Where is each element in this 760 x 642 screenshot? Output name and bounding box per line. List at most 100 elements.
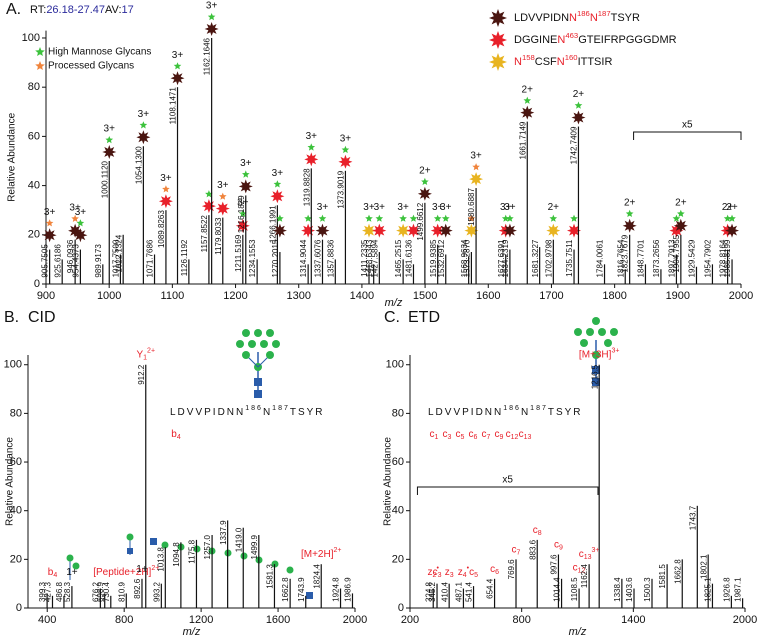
ion-label-part: 5	[474, 572, 478, 579]
legend-marker	[489, 31, 507, 49]
peak-label: 1681.3227	[531, 239, 540, 277]
peak	[727, 249, 729, 284]
x-tick-label: 800	[115, 614, 133, 626]
ion-label-part: Y	[136, 349, 143, 360]
glycan-marker	[71, 214, 79, 222]
charge-label: 2+	[548, 202, 560, 213]
sequence-ion-part: 12	[511, 434, 519, 441]
peak	[436, 583, 438, 608]
peak-label: 1519.9385	[429, 239, 438, 277]
sequence-ion-part: 1	[435, 434, 439, 441]
charge-label: 2+	[522, 84, 534, 95]
peak	[675, 254, 678, 284]
sequence-ion: c12	[506, 429, 519, 442]
ion-label: z4•	[458, 565, 470, 579]
charge-label: 3+	[432, 202, 444, 213]
ion-label-part: c	[579, 549, 584, 560]
x-tick-label: 400	[38, 614, 56, 626]
peak	[432, 588, 434, 608]
peptide-marker	[406, 223, 421, 238]
peak	[730, 595, 732, 608]
x-tick-label: 800	[512, 614, 530, 626]
ion-label: c133+	[579, 548, 600, 562]
peak	[731, 259, 733, 284]
peptide-marker	[315, 223, 330, 238]
peak	[320, 564, 322, 608]
ion-label: [M+2H]2+	[301, 548, 342, 560]
peptide-sequence-part: N	[263, 407, 272, 418]
peak-label: 1162.4	[580, 564, 589, 588]
ion-label-part: c	[469, 567, 474, 578]
legend-label-part: ITTSIR	[578, 56, 613, 68]
peak-label: 1179.8033	[214, 217, 223, 255]
glycan-marker	[105, 136, 114, 144]
peak	[644, 264, 647, 284]
glycan-marker	[341, 145, 350, 154]
peak	[515, 559, 517, 608]
peak	[310, 168, 312, 284]
peak-label: 993.2	[152, 581, 161, 602]
peak	[334, 259, 336, 284]
peak-label: 486.8	[55, 581, 64, 602]
legend-label-part: N	[569, 12, 577, 24]
peak-label: 1499.9	[250, 534, 259, 559]
glycan-marker	[728, 214, 736, 222]
peak-label: 1702.9798	[544, 239, 553, 277]
sequence-ion-part: c	[482, 429, 487, 440]
ion-label-part: 3+	[611, 348, 619, 355]
ion-label-part: •	[436, 565, 439, 572]
ion-label-part: [Peptide+2H]	[93, 567, 151, 578]
sequence-ion-part: 4	[177, 434, 181, 441]
charge-label: 3+	[160, 173, 172, 184]
peak-label: 1319.8828	[302, 168, 311, 206]
peak-label: 1216.5	[590, 364, 599, 389]
x-tick-label: 1900	[666, 290, 690, 302]
glycan-marker	[472, 163, 480, 171]
peak-label: 1985.8199	[723, 239, 732, 277]
peak-label: 1418.6343	[365, 239, 374, 277]
panel-letter: B.	[4, 309, 19, 326]
peak-label: 1825.1	[704, 577, 713, 602]
ion-label-part: 2+	[151, 565, 159, 572]
charge-label: 3+	[104, 124, 116, 135]
peak-label: 1481.6136	[405, 239, 414, 277]
legend-label-part: 463	[565, 31, 578, 40]
peak	[125, 593, 127, 608]
y-tick-label: 80	[10, 407, 22, 419]
peak	[49, 249, 51, 284]
ion-label-part: 7	[517, 550, 521, 557]
peak-label: 1743.7	[688, 505, 697, 530]
peptide-marker	[502, 223, 517, 238]
legend-label: Processed Glycans	[48, 61, 134, 72]
panel-title: CID	[28, 309, 56, 326]
peak-label: 1108.5	[570, 577, 579, 601]
peak	[448, 583, 450, 608]
peptide-marker	[136, 130, 151, 145]
peak	[211, 535, 213, 608]
peak-label: 1662.8	[673, 559, 682, 584]
charge-label: 2+	[419, 165, 431, 176]
peak-label: 1987.1	[734, 577, 743, 602]
peptide-sequence: LDVVPIDNN186N187TSYR	[428, 405, 583, 417]
ion-label: c12	[573, 562, 586, 575]
y-tick-label: 80	[392, 407, 404, 419]
sequence-ion-part: 5	[461, 434, 465, 441]
peak	[344, 170, 347, 284]
peak-label: 1581.5	[658, 564, 667, 589]
peak	[666, 564, 668, 608]
peptide-marker	[622, 218, 637, 233]
peak	[560, 578, 563, 608]
legend-marker	[489, 53, 507, 71]
glycan-marker	[273, 180, 282, 188]
peak-label: 1157.8522	[200, 215, 209, 253]
glycan-marker	[677, 209, 685, 217]
glycan-marker	[205, 190, 213, 198]
glycan-marker	[76, 219, 85, 227]
peak-label: 810.9	[117, 581, 126, 602]
peptide-marker	[338, 154, 353, 169]
peak	[573, 249, 575, 284]
legend-label-part: TSYR	[611, 12, 640, 24]
y-tick-label: 40	[10, 505, 22, 517]
charge-label: 3+	[363, 202, 375, 213]
